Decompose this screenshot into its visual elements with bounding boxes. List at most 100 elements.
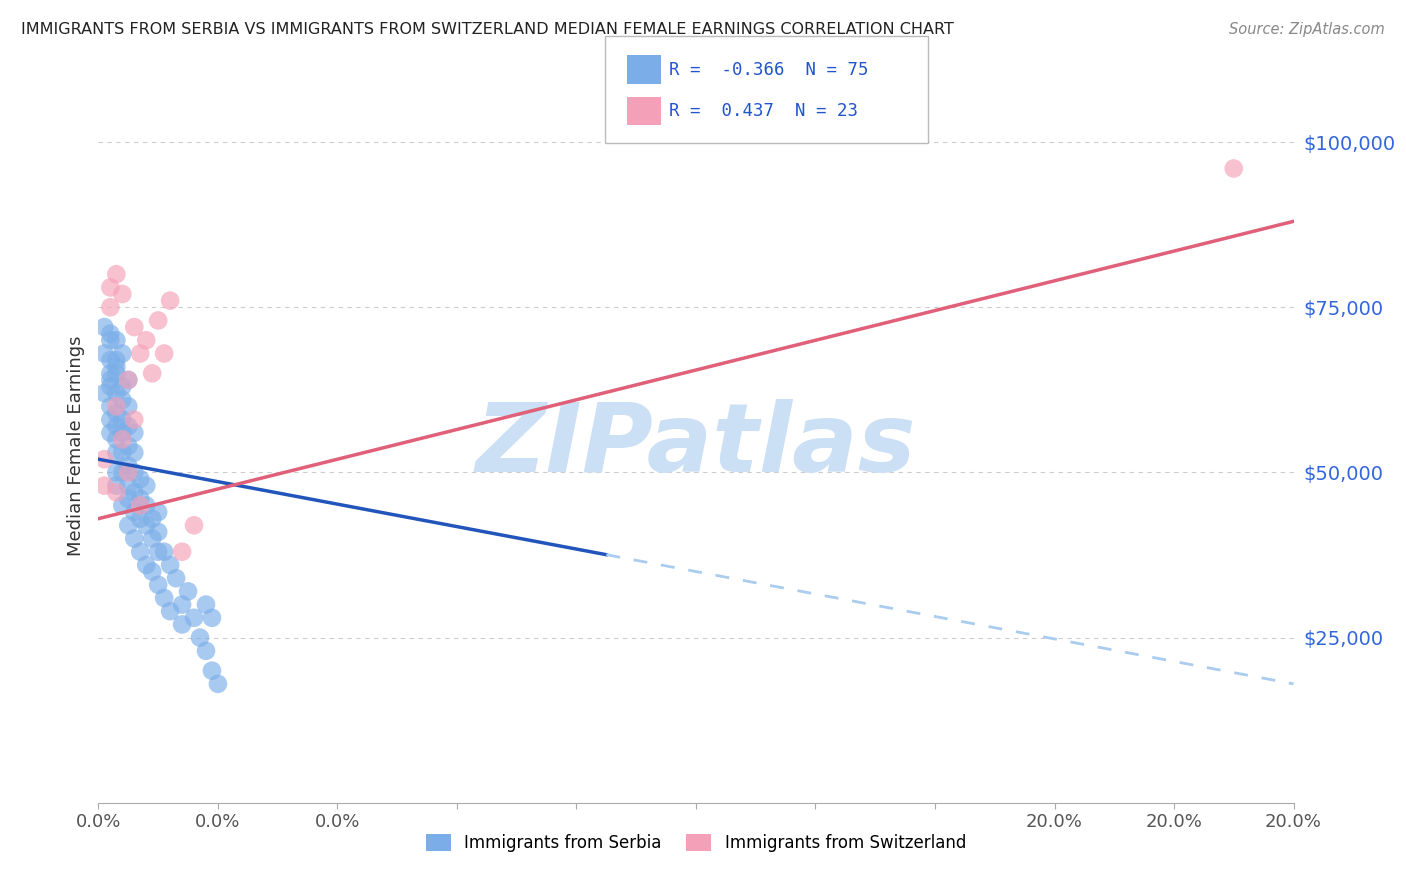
Point bbox=[129, 472, 152, 486]
Point bbox=[188, 631, 211, 645]
Point bbox=[135, 333, 157, 347]
Point bbox=[207, 677, 229, 691]
Point bbox=[98, 353, 122, 368]
Point bbox=[129, 491, 152, 506]
Point bbox=[124, 485, 146, 500]
Point bbox=[111, 445, 134, 459]
Point bbox=[105, 359, 128, 374]
Point bbox=[111, 346, 134, 360]
Point bbox=[129, 499, 152, 513]
Point bbox=[105, 386, 128, 401]
Point bbox=[98, 300, 122, 314]
Legend: Immigrants from Serbia, Immigrants from Switzerland: Immigrants from Serbia, Immigrants from … bbox=[419, 827, 973, 859]
Text: R =  -0.366  N = 75: R = -0.366 N = 75 bbox=[669, 61, 869, 78]
Point bbox=[183, 611, 205, 625]
Point bbox=[165, 571, 187, 585]
Point bbox=[98, 326, 122, 341]
Point bbox=[172, 545, 194, 559]
Point bbox=[111, 425, 134, 440]
Text: ZIPatlas: ZIPatlas bbox=[475, 400, 917, 492]
Point bbox=[135, 518, 157, 533]
Point bbox=[177, 584, 200, 599]
Point bbox=[105, 466, 128, 480]
Point bbox=[153, 346, 176, 360]
Point bbox=[105, 485, 128, 500]
Point bbox=[1223, 161, 1246, 176]
Point bbox=[93, 386, 115, 401]
Point bbox=[105, 400, 128, 414]
Point bbox=[111, 433, 134, 447]
Point bbox=[111, 287, 134, 301]
Point bbox=[111, 392, 134, 407]
Point bbox=[98, 333, 122, 347]
Point bbox=[148, 578, 170, 592]
Point bbox=[124, 412, 146, 426]
Point bbox=[129, 545, 152, 559]
Point bbox=[135, 558, 157, 572]
Point bbox=[117, 466, 139, 480]
Point bbox=[111, 379, 134, 393]
Point bbox=[98, 373, 122, 387]
Point bbox=[105, 267, 128, 281]
Text: R =  0.437  N = 23: R = 0.437 N = 23 bbox=[669, 102, 858, 120]
Point bbox=[148, 524, 170, 539]
Point bbox=[183, 518, 205, 533]
Point bbox=[111, 499, 134, 513]
Point bbox=[172, 617, 194, 632]
Point bbox=[105, 419, 128, 434]
Point bbox=[105, 445, 128, 459]
Point bbox=[124, 425, 146, 440]
Point bbox=[98, 367, 122, 381]
Point bbox=[124, 532, 146, 546]
Point bbox=[105, 367, 128, 381]
Point bbox=[195, 598, 218, 612]
Point bbox=[159, 293, 181, 308]
Point bbox=[141, 511, 163, 525]
Point bbox=[93, 478, 115, 492]
Point bbox=[153, 591, 176, 605]
Point bbox=[98, 412, 122, 426]
Point bbox=[93, 452, 115, 467]
Point bbox=[117, 373, 139, 387]
Y-axis label: Median Female Earnings: Median Female Earnings bbox=[66, 335, 84, 557]
Point bbox=[93, 320, 115, 334]
Point bbox=[135, 478, 157, 492]
Point bbox=[105, 433, 128, 447]
Point bbox=[117, 478, 139, 492]
Point bbox=[98, 280, 122, 294]
Point bbox=[195, 644, 218, 658]
Point bbox=[105, 478, 128, 492]
Text: Source: ZipAtlas.com: Source: ZipAtlas.com bbox=[1229, 22, 1385, 37]
Point bbox=[124, 466, 146, 480]
Point bbox=[98, 400, 122, 414]
Point bbox=[153, 545, 176, 559]
Point bbox=[111, 466, 134, 480]
Point bbox=[124, 320, 146, 334]
Point bbox=[129, 346, 152, 360]
Point bbox=[124, 445, 146, 459]
Point bbox=[124, 505, 146, 519]
Point bbox=[117, 518, 139, 533]
Point bbox=[117, 400, 139, 414]
Point bbox=[105, 333, 128, 347]
Point bbox=[105, 406, 128, 420]
Point bbox=[135, 499, 157, 513]
Point bbox=[105, 353, 128, 368]
Point bbox=[201, 611, 224, 625]
Point bbox=[117, 419, 139, 434]
Point bbox=[148, 505, 170, 519]
Point bbox=[111, 412, 134, 426]
Point bbox=[141, 367, 163, 381]
Point bbox=[141, 532, 163, 546]
Point bbox=[93, 346, 115, 360]
Point bbox=[98, 379, 122, 393]
Point bbox=[148, 313, 170, 327]
Point bbox=[117, 458, 139, 473]
Point bbox=[172, 598, 194, 612]
Point bbox=[117, 439, 139, 453]
Point bbox=[98, 425, 122, 440]
Point bbox=[141, 565, 163, 579]
Point bbox=[148, 545, 170, 559]
Point bbox=[159, 604, 181, 618]
Point bbox=[117, 491, 139, 506]
